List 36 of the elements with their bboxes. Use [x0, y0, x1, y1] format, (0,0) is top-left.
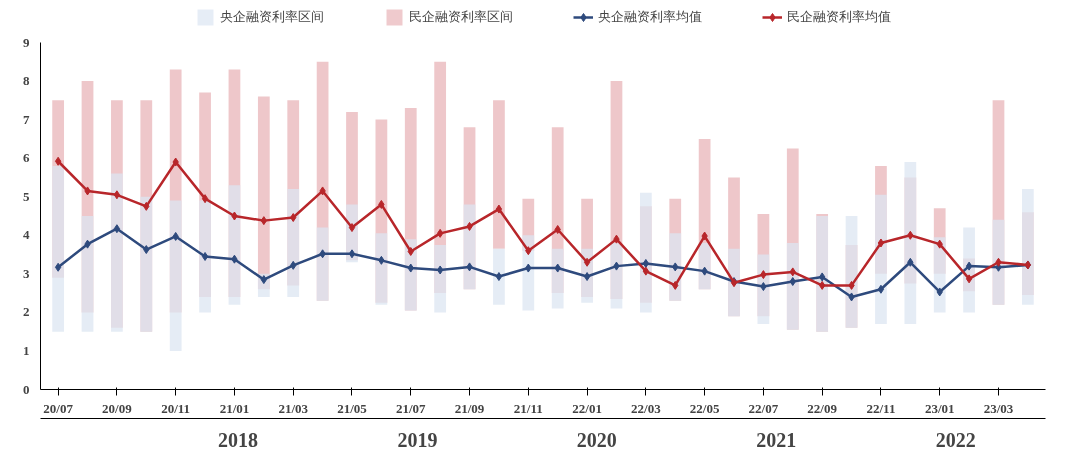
y-tick-label: 9 — [23, 34, 30, 50]
x-tick-label: 21/05 — [337, 400, 368, 416]
text: 2018 — [217, 428, 258, 451]
x-tick-label: 21/11 — [513, 400, 543, 416]
legend-label: 民企融资利率均值 — [786, 8, 891, 26]
x-tick-label: 21/09 — [454, 400, 485, 416]
x-tick-label: 20/07 — [43, 400, 74, 416]
x-tick-label: 22/09 — [807, 400, 838, 416]
x-tick-label: 20/11 — [161, 400, 191, 416]
y-tick-label: 6 — [23, 150, 30, 166]
y-tick-label: 1 — [23, 342, 30, 358]
y-tick-label: 0 — [23, 381, 30, 397]
y-tick-label: 5 — [23, 188, 30, 204]
legend-label: 民企融资利率区间 — [408, 8, 513, 26]
text: 2021 — [756, 428, 797, 451]
text: 2019 — [397, 428, 438, 451]
legend-label: 央企融资利率区间 — [219, 8, 324, 26]
text: 2022 — [935, 428, 976, 451]
x-tick-label: 23/01 — [924, 400, 955, 416]
x-tick-label: 23/03 — [983, 400, 1014, 416]
x-tick-label: 20/09 — [102, 400, 133, 416]
y-tick-label: 2 — [23, 304, 30, 320]
x-tick-label: 21/07 — [395, 400, 427, 416]
y-tick-label: 8 — [23, 73, 30, 89]
y-tick-label: 7 — [23, 111, 30, 127]
x-tick-label: 22/01 — [572, 400, 602, 416]
y-tick-label: 4 — [23, 227, 30, 243]
x-tick-label: 22/05 — [689, 400, 720, 416]
text: 2020 — [576, 428, 617, 451]
x-tick-label: 22/11 — [866, 400, 896, 416]
x-tick-label: 21/01 — [219, 400, 250, 416]
y-tick-label: 3 — [23, 265, 30, 281]
x-tick-label: 22/07 — [748, 400, 779, 416]
x-tick-label: 21/03 — [278, 400, 309, 416]
legend-label: 央企融资利率均值 — [597, 8, 702, 26]
x-tick-label: 22/03 — [631, 400, 662, 416]
